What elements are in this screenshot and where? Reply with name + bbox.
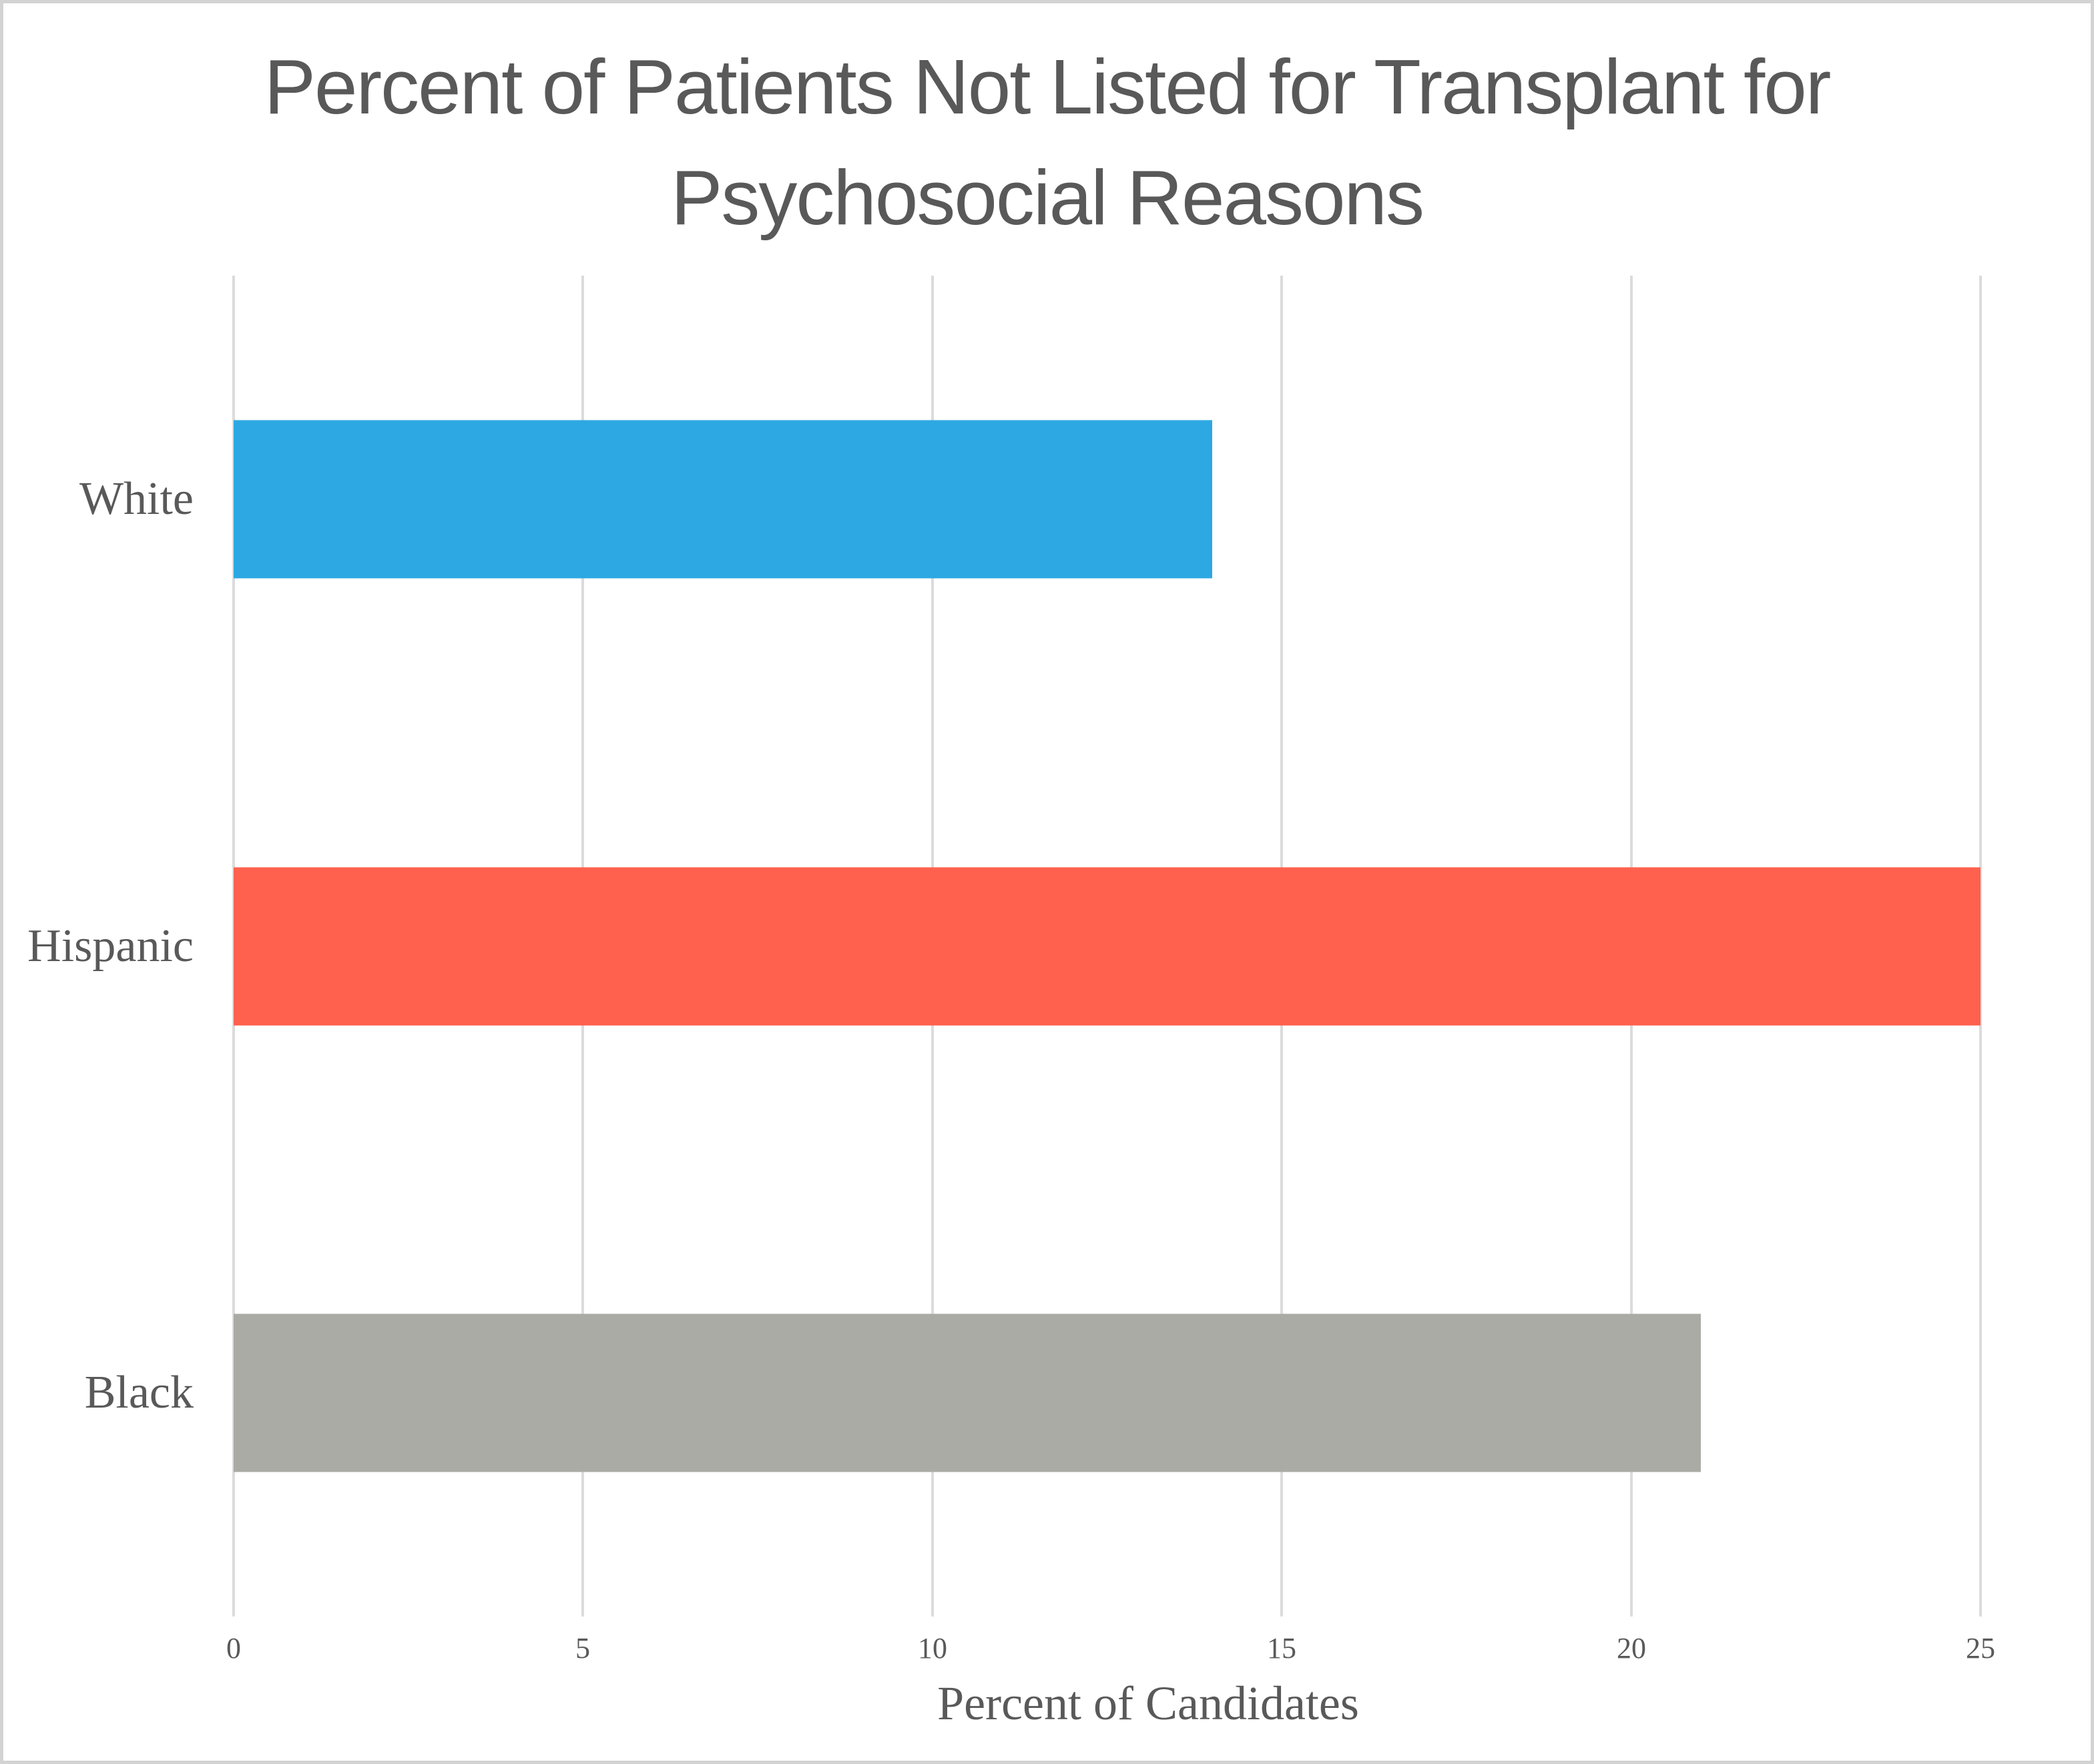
bar-white	[234, 420, 1212, 579]
chart-title-line-2: Psychosocial Reasons	[670, 154, 1424, 241]
category-label-hispanic: Hispanic	[27, 920, 194, 972]
category-label-black: Black	[84, 1367, 194, 1418]
category-label-white: White	[79, 473, 194, 525]
chart-title: Percent of Patients Not Listed for Trans…	[3, 31, 2091, 253]
x-axis-title: Percent of Candidates	[937, 1677, 1359, 1730]
plot-area	[232, 276, 1982, 1616]
x-tick-label-20: 20	[1617, 1632, 1646, 1665]
x-tick-label-15: 15	[1267, 1632, 1296, 1665]
bar-hispanic	[234, 867, 1981, 1025]
x-tick-label-10: 10	[918, 1632, 947, 1665]
x-tick-label-0: 0	[226, 1632, 241, 1665]
x-tick-label-5: 5	[575, 1632, 590, 1665]
bar-black	[234, 1313, 1702, 1472]
x-tick-label-25: 25	[1966, 1632, 1995, 1665]
chart-title-line-1: Percent of Patients Not Listed for Trans…	[264, 43, 1832, 130]
gridline-25	[1979, 276, 1982, 1616]
